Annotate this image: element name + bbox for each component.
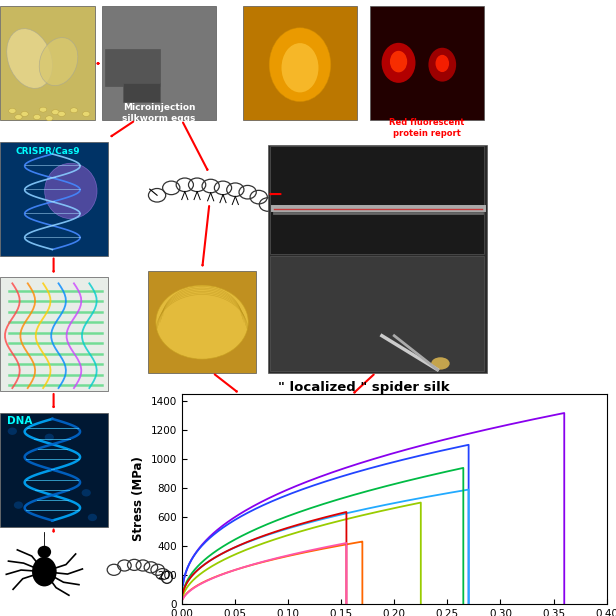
Ellipse shape <box>21 111 28 116</box>
Bar <box>0 142 108 256</box>
Ellipse shape <box>39 107 47 112</box>
Ellipse shape <box>52 110 59 115</box>
Bar <box>370 6 484 120</box>
Ellipse shape <box>9 108 16 113</box>
Bar <box>105 49 160 86</box>
Ellipse shape <box>45 434 54 441</box>
Ellipse shape <box>428 47 456 81</box>
Ellipse shape <box>7 29 52 88</box>
Text: CRISPR/Cas9: CRISPR/Cas9 <box>15 147 80 156</box>
Ellipse shape <box>87 514 97 521</box>
Text: DNA: DNA <box>7 416 33 426</box>
Bar <box>0 6 95 120</box>
Text: " localized " spider silk: " localized " spider silk <box>278 381 449 394</box>
Bar <box>123 83 160 102</box>
Bar <box>268 145 487 373</box>
Ellipse shape <box>14 501 23 509</box>
Ellipse shape <box>431 357 450 370</box>
Ellipse shape <box>156 285 248 359</box>
Bar <box>270 256 484 371</box>
Y-axis label: Stress (MPa): Stress (MPa) <box>132 456 145 541</box>
Ellipse shape <box>70 108 78 113</box>
Bar <box>243 6 357 120</box>
Bar <box>270 146 484 254</box>
Text: Red fluorescent
protein report: Red fluorescent protein report <box>389 118 464 137</box>
Ellipse shape <box>15 115 22 120</box>
Ellipse shape <box>58 111 65 116</box>
Ellipse shape <box>33 115 41 120</box>
Ellipse shape <box>269 28 331 102</box>
Text: Microinjection
silkworm eggs: Microinjection silkworm eggs <box>122 103 196 123</box>
Ellipse shape <box>46 116 53 121</box>
Ellipse shape <box>81 489 91 496</box>
Ellipse shape <box>44 163 97 219</box>
Ellipse shape <box>38 546 51 558</box>
Ellipse shape <box>382 43 416 83</box>
Ellipse shape <box>436 55 449 72</box>
Ellipse shape <box>32 557 57 586</box>
Bar <box>148 271 256 373</box>
Bar <box>0 413 108 527</box>
Bar <box>0 277 108 391</box>
Ellipse shape <box>83 111 90 116</box>
Bar <box>102 6 216 120</box>
Ellipse shape <box>390 51 407 72</box>
Ellipse shape <box>7 428 17 435</box>
Ellipse shape <box>282 43 318 92</box>
Ellipse shape <box>39 38 78 86</box>
